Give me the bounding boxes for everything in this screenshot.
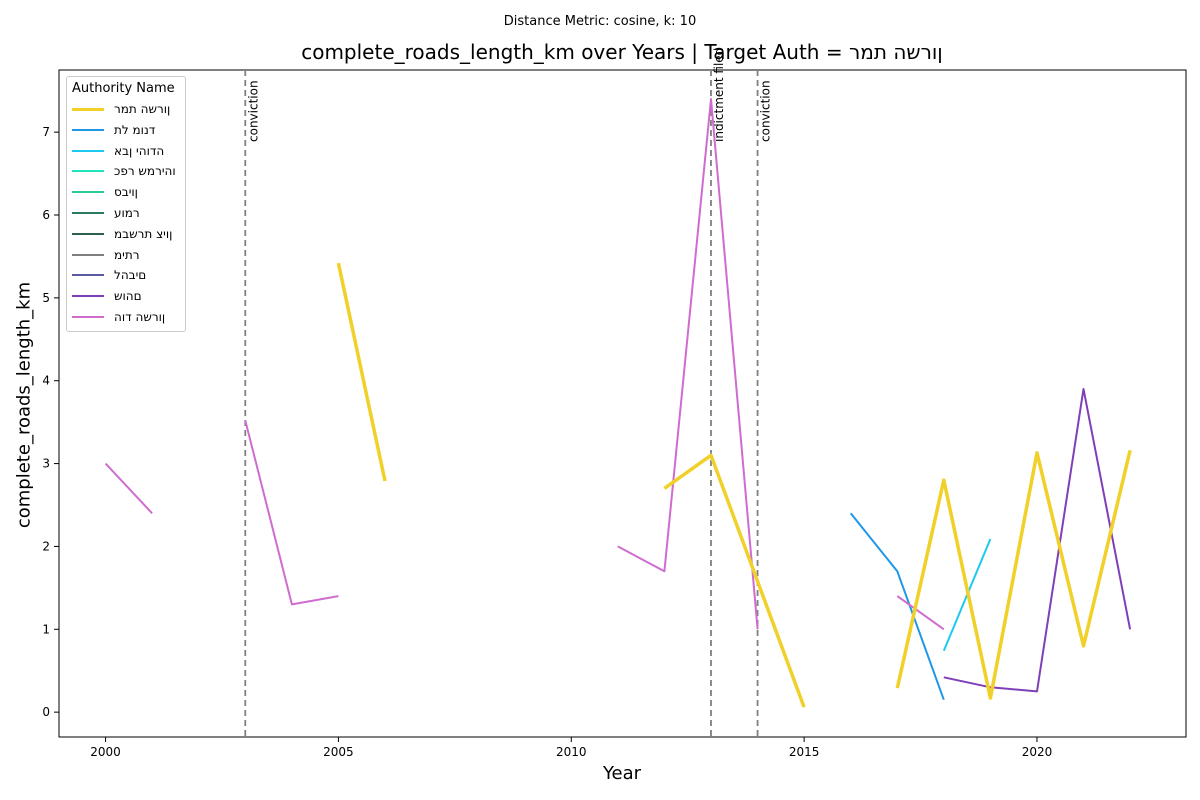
legend-swatch — [72, 316, 104, 318]
y-axis-label: complete_roads_length_km — [13, 281, 35, 529]
legend-item: ןורשה דוה — [72, 309, 184, 325]
legend-label: ןויבס — [114, 185, 138, 200]
legend-swatch — [72, 170, 104, 173]
x-tick-label: 2020 — [1022, 745, 1053, 759]
legend-item: הדוהי ןבא — [72, 143, 184, 159]
chart-suptitle: Distance Metric: cosine, k: 10 — [503, 14, 697, 29]
series-line — [896, 595, 945, 631]
legend-item: והירמש רפכ — [72, 163, 184, 179]
legend-swatch — [72, 107, 104, 111]
legend-label: דנומ לת — [114, 122, 156, 137]
legend-item: רמוע — [72, 205, 184, 221]
legend: Authority Name ןורשה תמר דנומ לת הדוהי ןבא… — [66, 76, 186, 332]
chart-title: complete_roads_length_km over Years | Ta… — [301, 40, 943, 64]
series-line — [104, 462, 153, 514]
legend-item: דנומ לת — [72, 122, 184, 138]
legend-swatch — [72, 212, 104, 214]
legend-label: ןויצ תרשבמ — [114, 226, 173, 241]
legend-label: ןורשה תמר — [114, 102, 171, 116]
y-tick-label: 7 — [42, 125, 50, 139]
series-line — [617, 98, 759, 630]
legend-label: והירמש רפכ — [114, 164, 176, 179]
y-tick-label: 0 — [42, 705, 50, 719]
legend-item: םהוש — [72, 288, 184, 304]
event-label: conviction — [759, 80, 773, 142]
x-tick-label: 2015 — [789, 745, 820, 759]
series-line — [895, 449, 1132, 700]
legend-item: ןויצ תרשבמ — [72, 226, 184, 242]
y-tick-label: 2 — [42, 539, 50, 553]
event-label: conviction — [246, 80, 260, 142]
legend-label: הדוהי ןבא — [114, 143, 165, 158]
legend-swatch — [72, 253, 104, 256]
legend-label: רתימ — [114, 247, 140, 262]
series-line — [244, 420, 339, 606]
legend-label: רמוע — [114, 206, 140, 220]
legend-title: Authority Name — [72, 81, 175, 96]
legend-item: רתימ — [72, 247, 184, 263]
plot-frame — [58, 69, 1187, 738]
x-tick-label: 2005 — [323, 745, 354, 759]
series-line — [336, 262, 387, 482]
x-tick-label: 2000 — [90, 745, 121, 759]
series-line — [663, 453, 806, 708]
y-tick-label: 6 — [42, 208, 50, 222]
legend-label: םיבהל — [114, 268, 147, 283]
x-tick-label: 2010 — [556, 745, 587, 759]
y-tick-label: 5 — [42, 291, 50, 305]
legend-swatch — [72, 128, 104, 131]
series-line — [943, 388, 1132, 693]
legend-swatch — [72, 274, 104, 277]
y-tick-label: 4 — [42, 374, 50, 388]
event-label: indictment filed — [712, 48, 726, 142]
legend-item: ןורשה תמר — [72, 101, 184, 117]
legend-label: ןורשה דוה — [114, 310, 166, 324]
y-tick-label: 3 — [42, 457, 50, 471]
legend-label: םהוש — [114, 289, 142, 304]
y-tick-label: 1 — [42, 622, 50, 636]
x-axis-label: Year — [602, 763, 642, 784]
legend-swatch — [72, 232, 104, 235]
series-line — [849, 512, 945, 701]
legend-swatch — [72, 191, 104, 194]
legend-item: םיבהל — [72, 267, 184, 283]
legend-item: ןויבס — [72, 184, 184, 200]
legend-swatch — [72, 295, 104, 298]
legend-swatch — [72, 149, 104, 152]
